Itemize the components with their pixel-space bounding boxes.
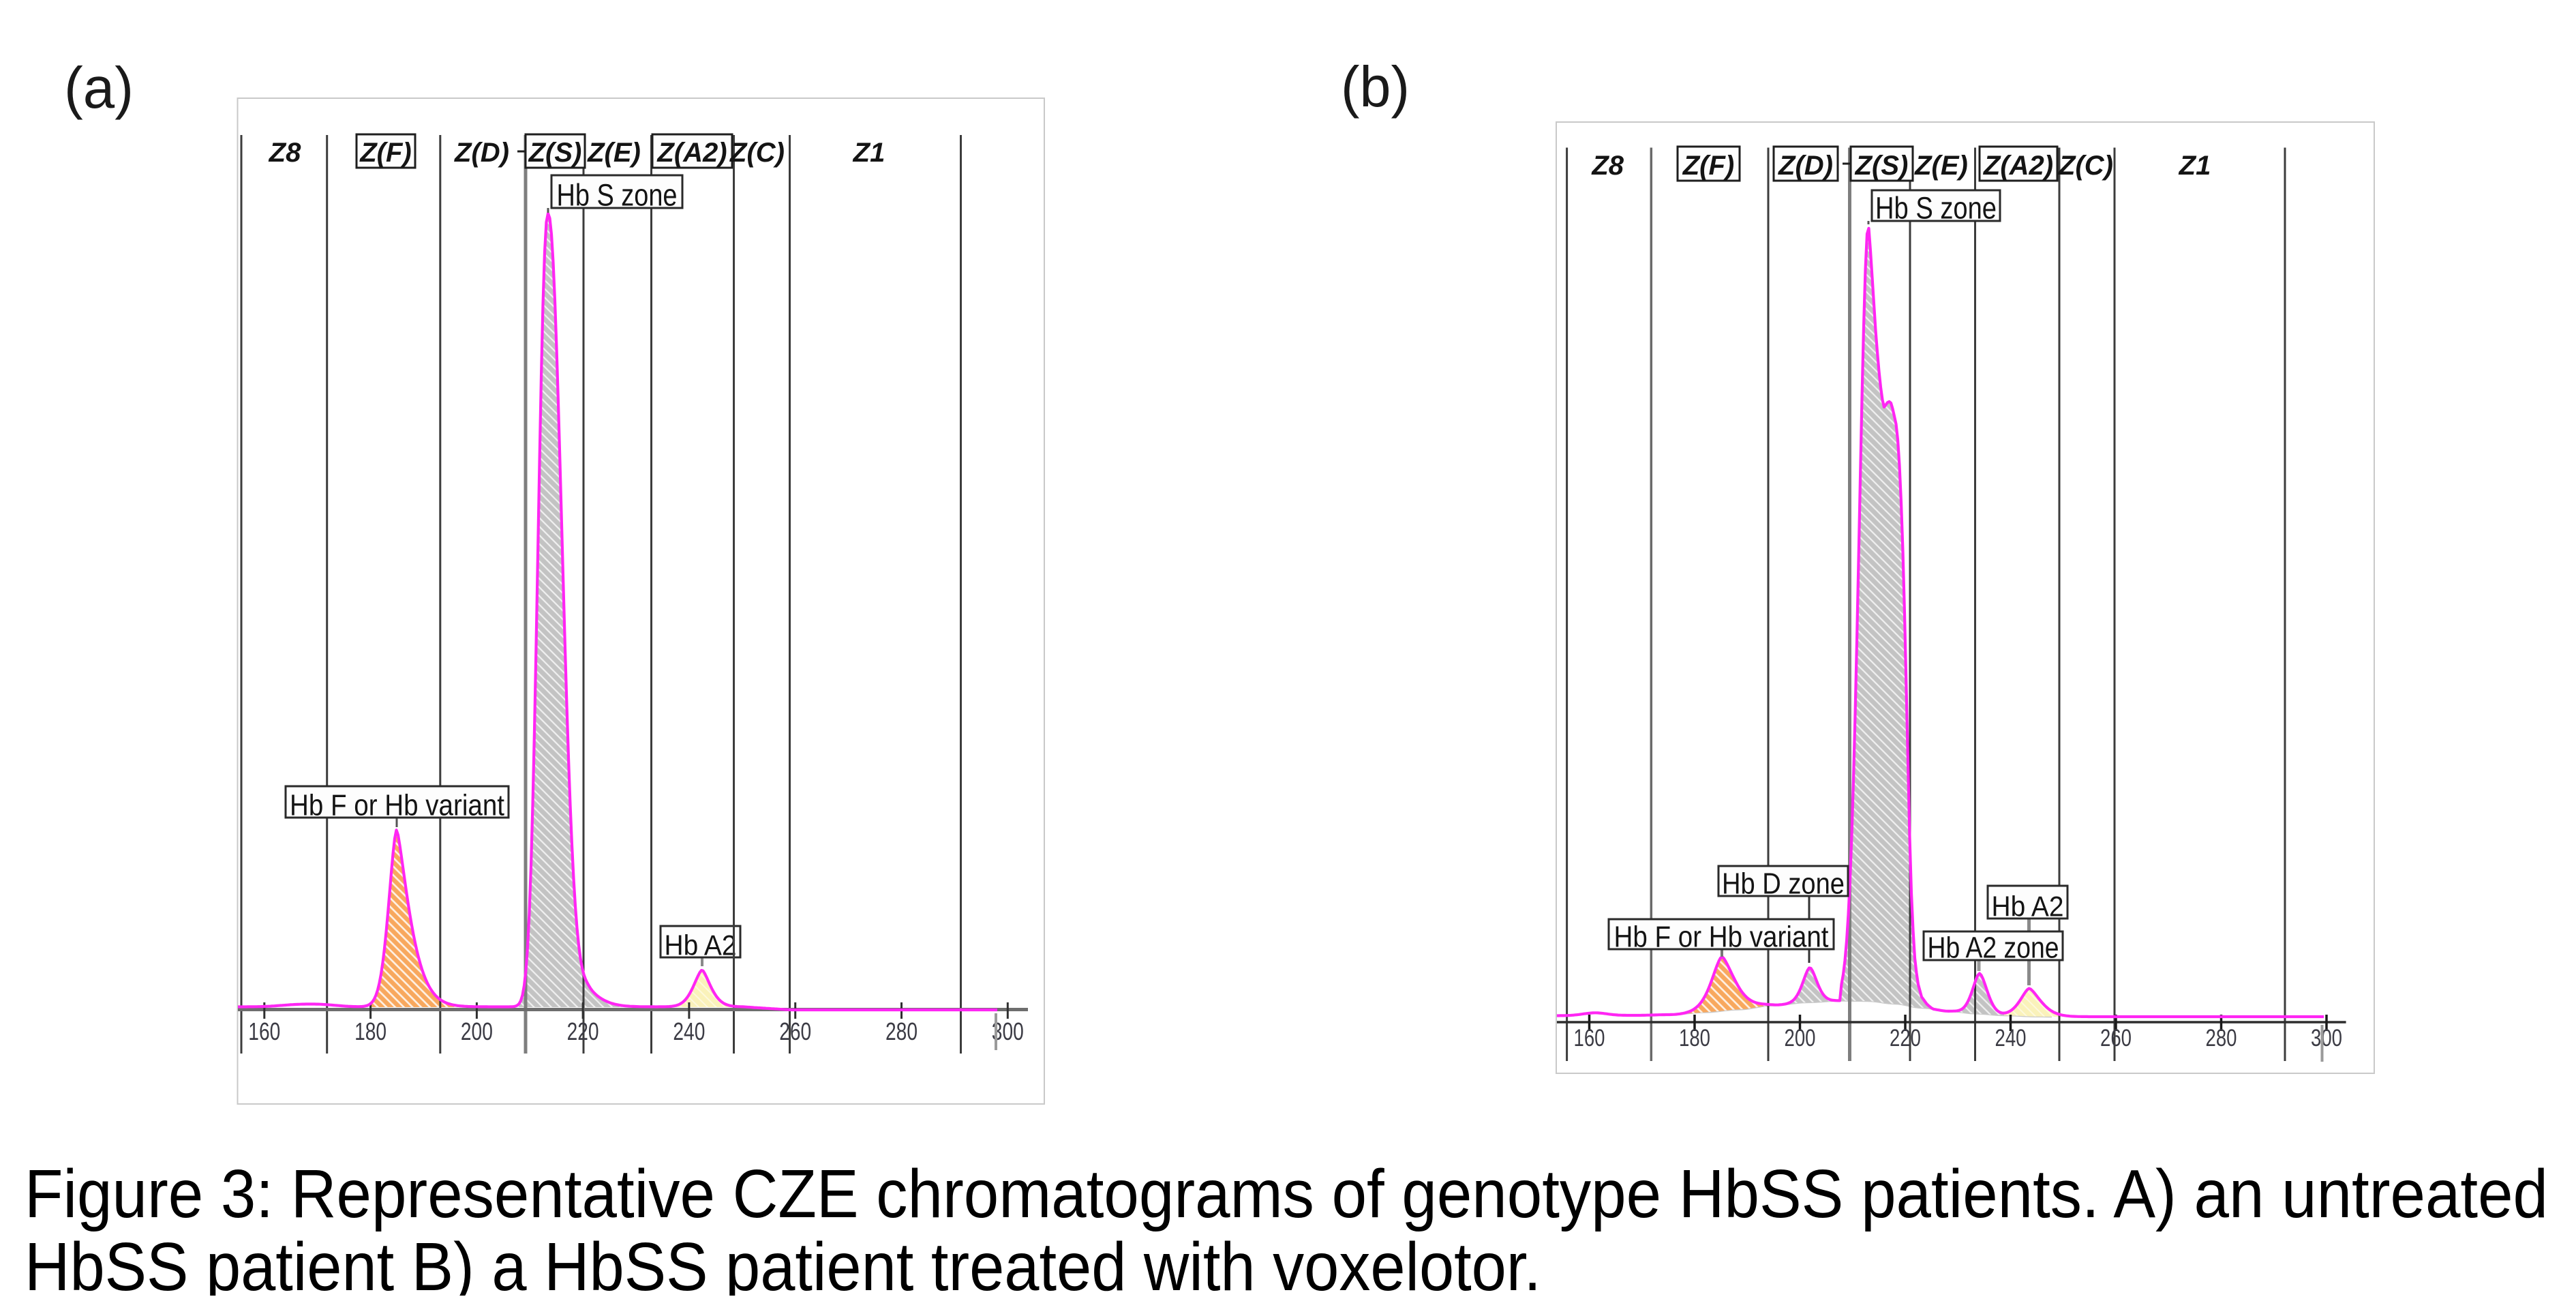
svg-text:160: 160 — [248, 1017, 280, 1045]
svg-text:Z1: Z1 — [2179, 151, 2211, 181]
svg-text:280: 280 — [2206, 1025, 2237, 1051]
svg-text:Z(A2): Z(A2) — [656, 138, 727, 168]
svg-text:220: 220 — [567, 1017, 599, 1045]
svg-text:200: 200 — [1785, 1025, 1816, 1051]
svg-text:Z(C): Z(C) — [729, 138, 785, 168]
svg-text:Z(F): Z(F) — [1682, 151, 1735, 181]
svg-text:Z(A2): Z(A2) — [1983, 151, 2053, 181]
svg-text:200: 200 — [461, 1017, 493, 1045]
svg-text:Hb D zone: Hb D zone — [1722, 867, 1845, 901]
svg-text:Z(E): Z(E) — [1914, 151, 1968, 181]
svg-text:Hb F or Hb variant: Hb F or Hb variant — [1614, 921, 1829, 954]
svg-text:260: 260 — [779, 1017, 811, 1045]
svg-text:260: 260 — [2100, 1025, 2132, 1051]
svg-text:Z8: Z8 — [1591, 151, 1624, 181]
svg-text:Z(F): Z(F) — [359, 138, 412, 168]
svg-text:280: 280 — [885, 1017, 918, 1045]
svg-text:Z1: Z1 — [853, 138, 885, 168]
svg-text:Z(S): Z(S) — [1855, 151, 1909, 181]
svg-text:160: 160 — [1574, 1025, 1605, 1051]
svg-text:Hb A2: Hb A2 — [665, 929, 737, 961]
svg-text:Hb A2 zone: Hb A2 zone — [1928, 931, 2059, 965]
svg-text:HbSS patient B) a HbSS patient: HbSS patient B) a HbSS patient treated w… — [25, 1229, 1541, 1296]
svg-text:(b): (b) — [1341, 55, 1410, 119]
svg-text:Hb A2: Hb A2 — [1992, 891, 2064, 923]
svg-text:Z(E): Z(E) — [587, 138, 641, 168]
svg-text:300: 300 — [2311, 1025, 2342, 1051]
svg-text:180: 180 — [1679, 1025, 1710, 1051]
svg-text:Z(D): Z(D) — [1778, 151, 1833, 181]
svg-text:Hb F or Hb variant: Hb F or Hb variant — [290, 789, 504, 822]
svg-text:Hb S zone: Hb S zone — [557, 178, 678, 213]
svg-text:180: 180 — [354, 1017, 387, 1045]
svg-text:220: 220 — [1890, 1025, 1921, 1051]
svg-text:Z(D): Z(D) — [454, 138, 509, 168]
svg-text:Z(C): Z(C) — [2058, 151, 2113, 181]
svg-text:240: 240 — [1995, 1025, 2027, 1051]
svg-text:Z(S): Z(S) — [528, 138, 582, 168]
svg-text:Hb S zone: Hb S zone — [1875, 191, 1997, 226]
svg-text:Z8: Z8 — [269, 138, 301, 168]
svg-text:240: 240 — [673, 1017, 705, 1045]
svg-text:Figure 3: Representative CZE c: Figure 3: Representative CZE chromatogra… — [25, 1156, 2548, 1232]
svg-text:(a): (a) — [64, 56, 134, 121]
